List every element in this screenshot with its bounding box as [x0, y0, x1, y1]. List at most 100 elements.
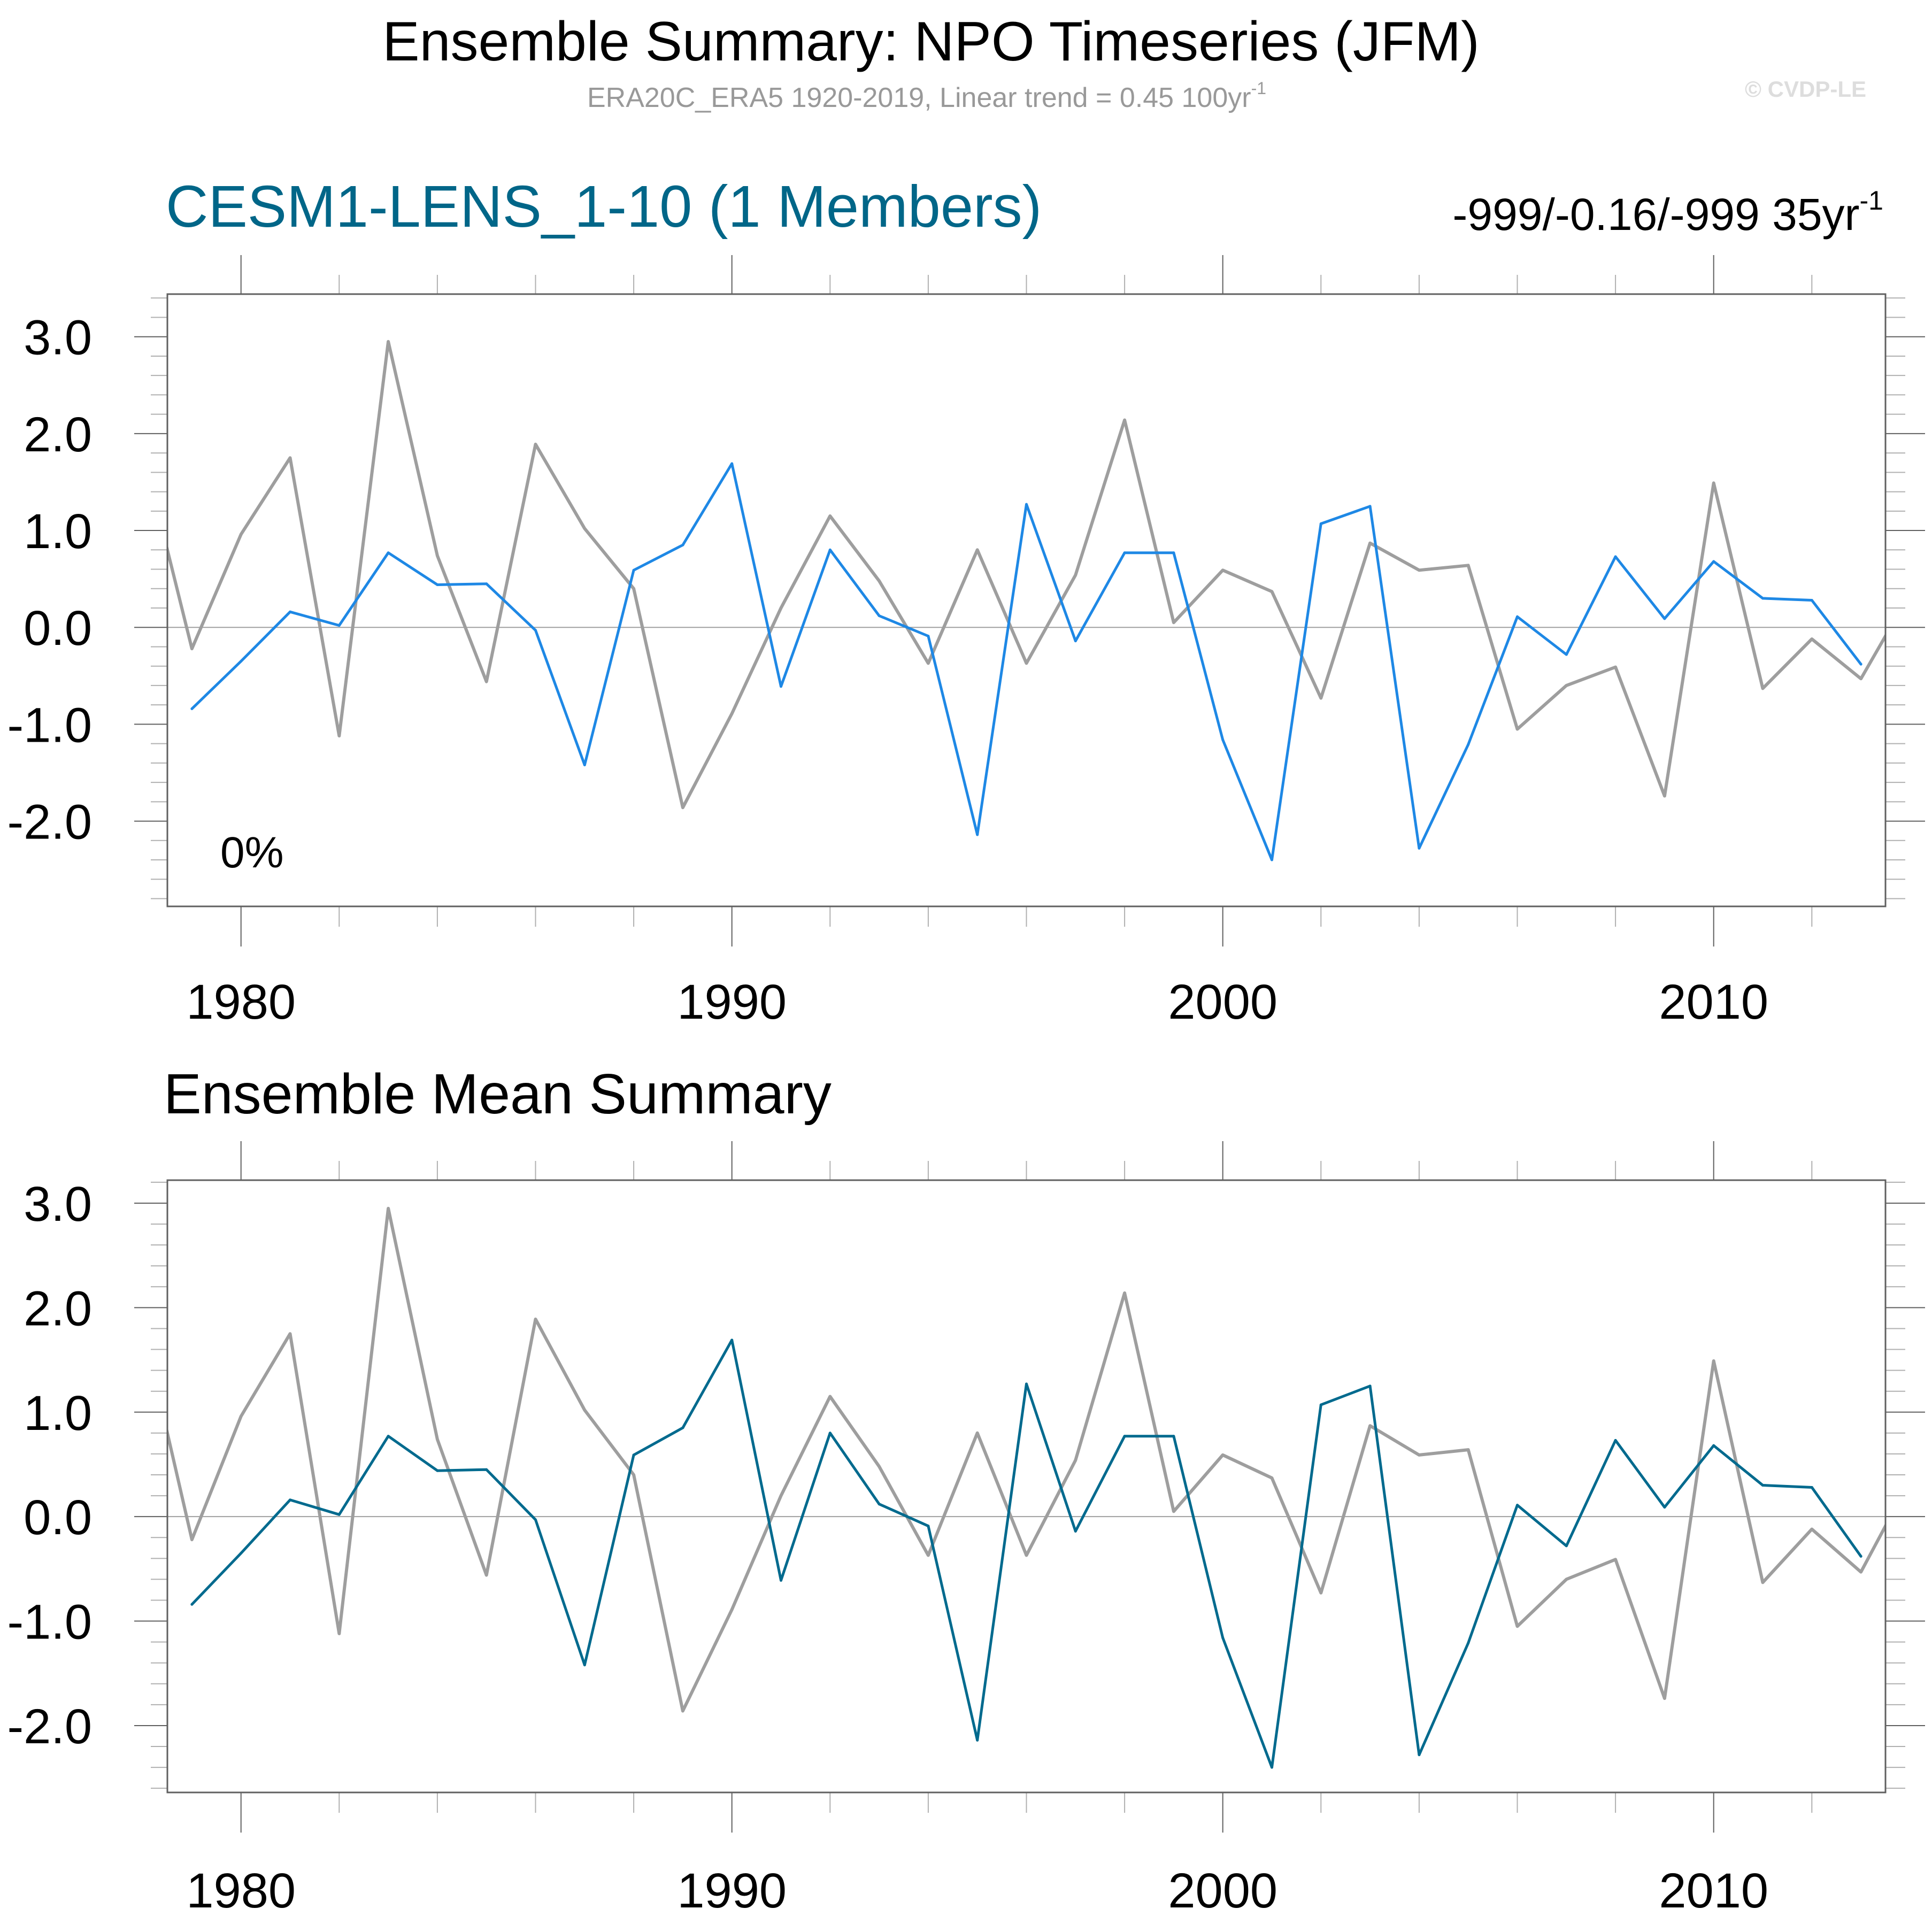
panel2-observation-point: [780, 1494, 782, 1497]
panel1-member-point: [1123, 551, 1126, 555]
panel2-observation-point: [1172, 1510, 1175, 1513]
panel2-ensemble-mean-point: [1271, 1766, 1273, 1769]
panel1-member-point: [1319, 522, 1322, 525]
panel1-observation-point: [780, 606, 782, 610]
panel1-observation-point: [583, 527, 586, 530]
panel1-member-point: [828, 548, 832, 551]
panel2-ensemble-mean-point: [730, 1338, 734, 1342]
panel2-observation-point: [1368, 1424, 1372, 1427]
panel2-observation-point: [681, 1710, 684, 1713]
panel1-member-point: [1614, 555, 1617, 558]
panel1-member-point: [730, 462, 734, 465]
panel1-member-point: [1074, 640, 1077, 643]
panel2-ytick-label: 0.0: [24, 1490, 92, 1545]
panel1-member-point: [1565, 653, 1568, 656]
panel1-member-point: [1025, 503, 1028, 506]
panel1-member-point: [190, 707, 194, 710]
panel2-observation-point: [1565, 1577, 1568, 1581]
panel1-member-point: [1271, 858, 1273, 861]
panel1-observation-point: [1319, 696, 1322, 699]
panel2-observation-point: [1074, 1459, 1077, 1462]
panel1-observation-point: [1467, 564, 1470, 567]
panel2-observation-point: [828, 1395, 832, 1398]
panel1-ytick-label: 2.0: [24, 407, 92, 462]
panel1-observation-point: [1859, 677, 1862, 680]
panel2-observation-point: [1516, 1625, 1519, 1628]
panel2-ensemble-mean-point: [1221, 1636, 1225, 1640]
panel1-observation-point: [1025, 661, 1028, 665]
panel2-observation-point: [1319, 1591, 1322, 1595]
panel1-member-point: [1221, 738, 1225, 741]
panel2-ensemble-mean-point: [1123, 1435, 1126, 1438]
panel2-observation-point: [1271, 1476, 1273, 1480]
panel2-observation-point: [1859, 1571, 1862, 1574]
figure-subtitle-main: ERA20C_ERA5 1920-2019, Linear trend = 0.…: [587, 82, 1251, 113]
panel2-xtick-label: 2010: [1659, 1864, 1768, 1918]
panel2-ensemble-mean-point: [1614, 1439, 1617, 1442]
panel1-observation-point: [337, 734, 341, 737]
panel2-ensemble-mean-point: [1172, 1435, 1175, 1438]
panel1-member-point: [927, 635, 930, 638]
panel1-ytick-label: -2.0: [7, 795, 92, 850]
panel2-observation-point: [190, 1538, 194, 1541]
panel-1-trend-sup: -1: [1860, 186, 1883, 216]
panel1-member-point: [1172, 551, 1175, 555]
panel2-ensemble-mean-point: [1761, 1484, 1764, 1487]
panel1-member-point: [1663, 617, 1666, 620]
panel1-observation-point: [190, 647, 194, 650]
panel2-xtick-label: 2000: [1168, 1864, 1277, 1918]
panel1-observation-point: [828, 514, 832, 518]
panel1-member-point: [1712, 560, 1715, 563]
panel1-observation-point: [1172, 621, 1175, 624]
panel1-observation-point: [1516, 727, 1519, 730]
panel1-member-point: [1418, 846, 1421, 850]
panel1-member-point: [240, 660, 243, 663]
panel2-observation-point: [730, 1608, 734, 1611]
panel1-observation-point: [387, 340, 390, 343]
figure-title: Ensemble Summary: NPO Timeseries (JFM): [382, 11, 1479, 73]
panel-1-annotation: 0%: [220, 828, 284, 877]
panel1-observation-point: [1271, 590, 1273, 593]
panel1-observation-point: [730, 712, 734, 715]
panel2-ensemble-mean-point: [1074, 1530, 1077, 1533]
panel2-observation-point: [436, 1438, 439, 1441]
panel2-ensemble-mean-point: [240, 1552, 243, 1555]
panel1-member-point: [1761, 597, 1764, 600]
panel2-ensemble-mean-point: [681, 1426, 684, 1429]
panel1-member-point: [1810, 599, 1813, 602]
panel1-member-point: [681, 543, 684, 547]
panel2-ensemble-mean-point: [1319, 1403, 1322, 1406]
panel1-ytick-label: 3.0: [24, 311, 92, 365]
panel2-observation-point: [583, 1409, 586, 1412]
watermark: © CVDP-LE: [1745, 76, 1866, 102]
panel2-ensemble-mean-point: [1418, 1753, 1421, 1757]
panel2-ensemble-mean-point: [878, 1503, 881, 1506]
panel1-member-point: [485, 582, 488, 586]
panel2-observation-point: [1221, 1453, 1225, 1457]
panel2-observation-point: [1025, 1553, 1028, 1557]
panel-1-trend-main: -999/-0.16/-999 35yr: [1452, 189, 1859, 240]
panel1-ytick-label: 0.0: [24, 601, 92, 656]
panel1-xtick-label: 1980: [186, 975, 296, 1029]
panel1-observation-point: [878, 579, 881, 582]
panel2-xtick-label: 1990: [677, 1864, 787, 1918]
panel2-ensemble-mean-point: [1467, 1642, 1470, 1645]
panel2-ensemble-mean-point: [485, 1468, 488, 1471]
panel2-observation-point: [387, 1207, 390, 1210]
panel2-ytick-label: 2.0: [24, 1281, 92, 1336]
panel1-observation-point: [681, 806, 684, 809]
panel2-ensemble-mean-point: [1368, 1384, 1372, 1388]
panel1-observation-point: [927, 661, 930, 665]
panel1-member-point: [780, 685, 782, 688]
panel1-observation-point: [1074, 573, 1077, 576]
panel1-xtick-label: 1990: [677, 975, 787, 1029]
panel1-member-point: [534, 629, 537, 632]
panel1-observation-point: [976, 548, 979, 551]
panel2-ensemble-mean-point: [927, 1525, 930, 1528]
figure-subtitle-sup: -1: [1251, 79, 1266, 98]
panel2-observation-point: [1810, 1528, 1813, 1531]
panel1-observation-point: [1418, 568, 1421, 572]
panel1-member-point: [1859, 663, 1862, 666]
